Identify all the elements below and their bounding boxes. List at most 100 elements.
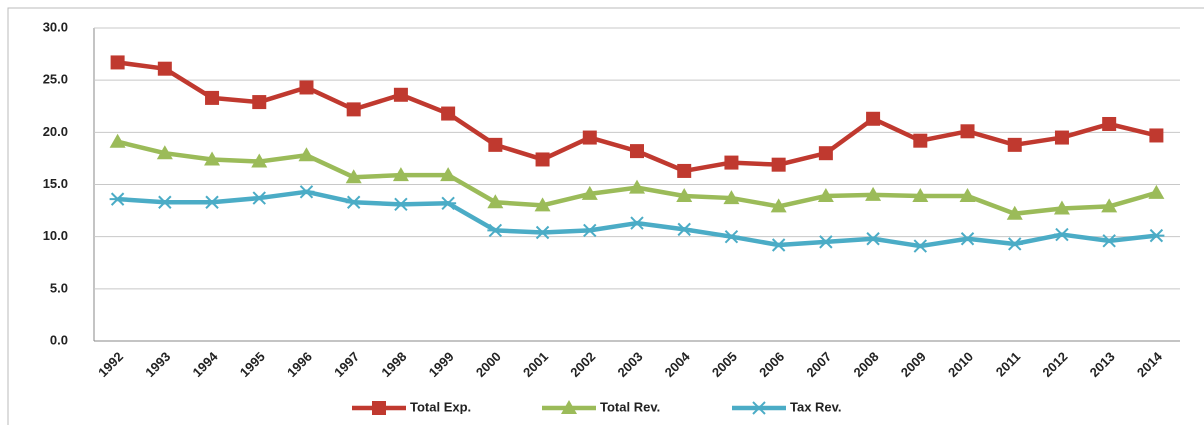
marker [817,187,834,202]
marker [865,186,882,201]
marker [1007,137,1022,152]
marker [534,225,551,240]
marker [581,223,598,238]
marker [487,223,504,238]
marker [488,137,503,152]
x-tick-label: 1997 [331,349,362,380]
legend-label: Tax Rev. [790,399,842,414]
y-tick-label: 15.0 [43,176,68,191]
marker [441,106,456,121]
marker [912,239,929,253]
x-tick-label: 2008 [851,349,882,380]
marker [535,152,550,167]
marker [1054,130,1069,145]
x-tick-label: 2002 [567,349,598,380]
y-tick-label: 5.0 [50,280,68,295]
marker [629,179,645,194]
y-tick-label: 20.0 [43,124,68,139]
marker [913,133,928,148]
x-tick-label: 1998 [378,349,409,380]
marker [487,194,504,209]
x-tick-label: 2007 [803,349,834,380]
marker [866,111,881,126]
legend-marker [372,401,386,415]
legend-marker [751,401,767,415]
marker [723,229,740,244]
marker [865,232,882,246]
marker [771,157,786,172]
x-tick-label: 1992 [95,349,126,380]
marker [629,216,645,230]
marker [392,197,409,212]
marker [157,61,172,76]
marker [1053,227,1070,242]
marker [1053,200,1070,215]
marker [581,185,598,200]
series-line [117,189,1157,249]
y-tick-label: 0.0 [50,332,68,347]
y-tick-label: 10.0 [43,228,68,243]
x-tick-label: 2003 [614,349,645,380]
marker [109,133,126,148]
marker [676,187,693,202]
marker [912,187,929,202]
marker [204,195,221,209]
x-tick-label: 2005 [709,349,740,380]
marker [299,80,314,95]
marker [1006,205,1023,220]
x-tick-label: 2012 [1039,349,1070,380]
marker [676,222,693,237]
y-tick-label: 25.0 [43,72,68,87]
marker [393,87,408,102]
marker [1148,228,1165,243]
x-tick-label: 2013 [1087,349,1118,380]
x-tick-label: 1999 [426,349,457,380]
marker [630,144,644,159]
legend-label: Total Exp. [410,399,471,414]
marker [440,167,457,182]
frame [7,7,1204,425]
marker [817,235,834,249]
x-tick-label: 1994 [190,348,222,380]
marker [440,196,457,210]
marker [1148,184,1165,199]
marker [251,191,268,205]
marker [205,90,220,105]
marker [156,145,173,160]
marker [1149,128,1164,143]
x-tick-label: 2011 [993,349,1024,380]
marker [770,238,787,252]
legend-marker [561,400,577,414]
marker [345,195,362,209]
marker [818,146,833,161]
marker [1101,198,1118,213]
marker [959,232,976,246]
marker [723,190,740,205]
x-tick-label: 2004 [662,348,694,380]
marker [1101,234,1118,248]
marker [1102,116,1117,131]
marker [677,163,692,178]
marker [204,151,221,166]
marker [346,102,361,117]
marker [252,95,267,110]
marker [110,55,125,70]
marker [298,147,315,162]
marker [298,185,315,199]
y-tick-label: 30.0 [43,19,68,34]
x-tick-label: 2000 [473,349,504,380]
marker [251,153,268,168]
marker [345,169,362,184]
marker [770,198,787,213]
marker [960,124,975,139]
x-tick-label: 1996 [284,349,315,380]
x-tick-label: 1995 [237,349,268,380]
x-tick-label: 2014 [1134,348,1166,380]
marker [724,155,739,170]
marker [534,197,551,212]
legend-label: Total Rev. [600,399,660,414]
x-tick-label: 2001 [520,349,551,380]
x-tick-label: 1993 [142,349,173,380]
marker [156,195,173,209]
